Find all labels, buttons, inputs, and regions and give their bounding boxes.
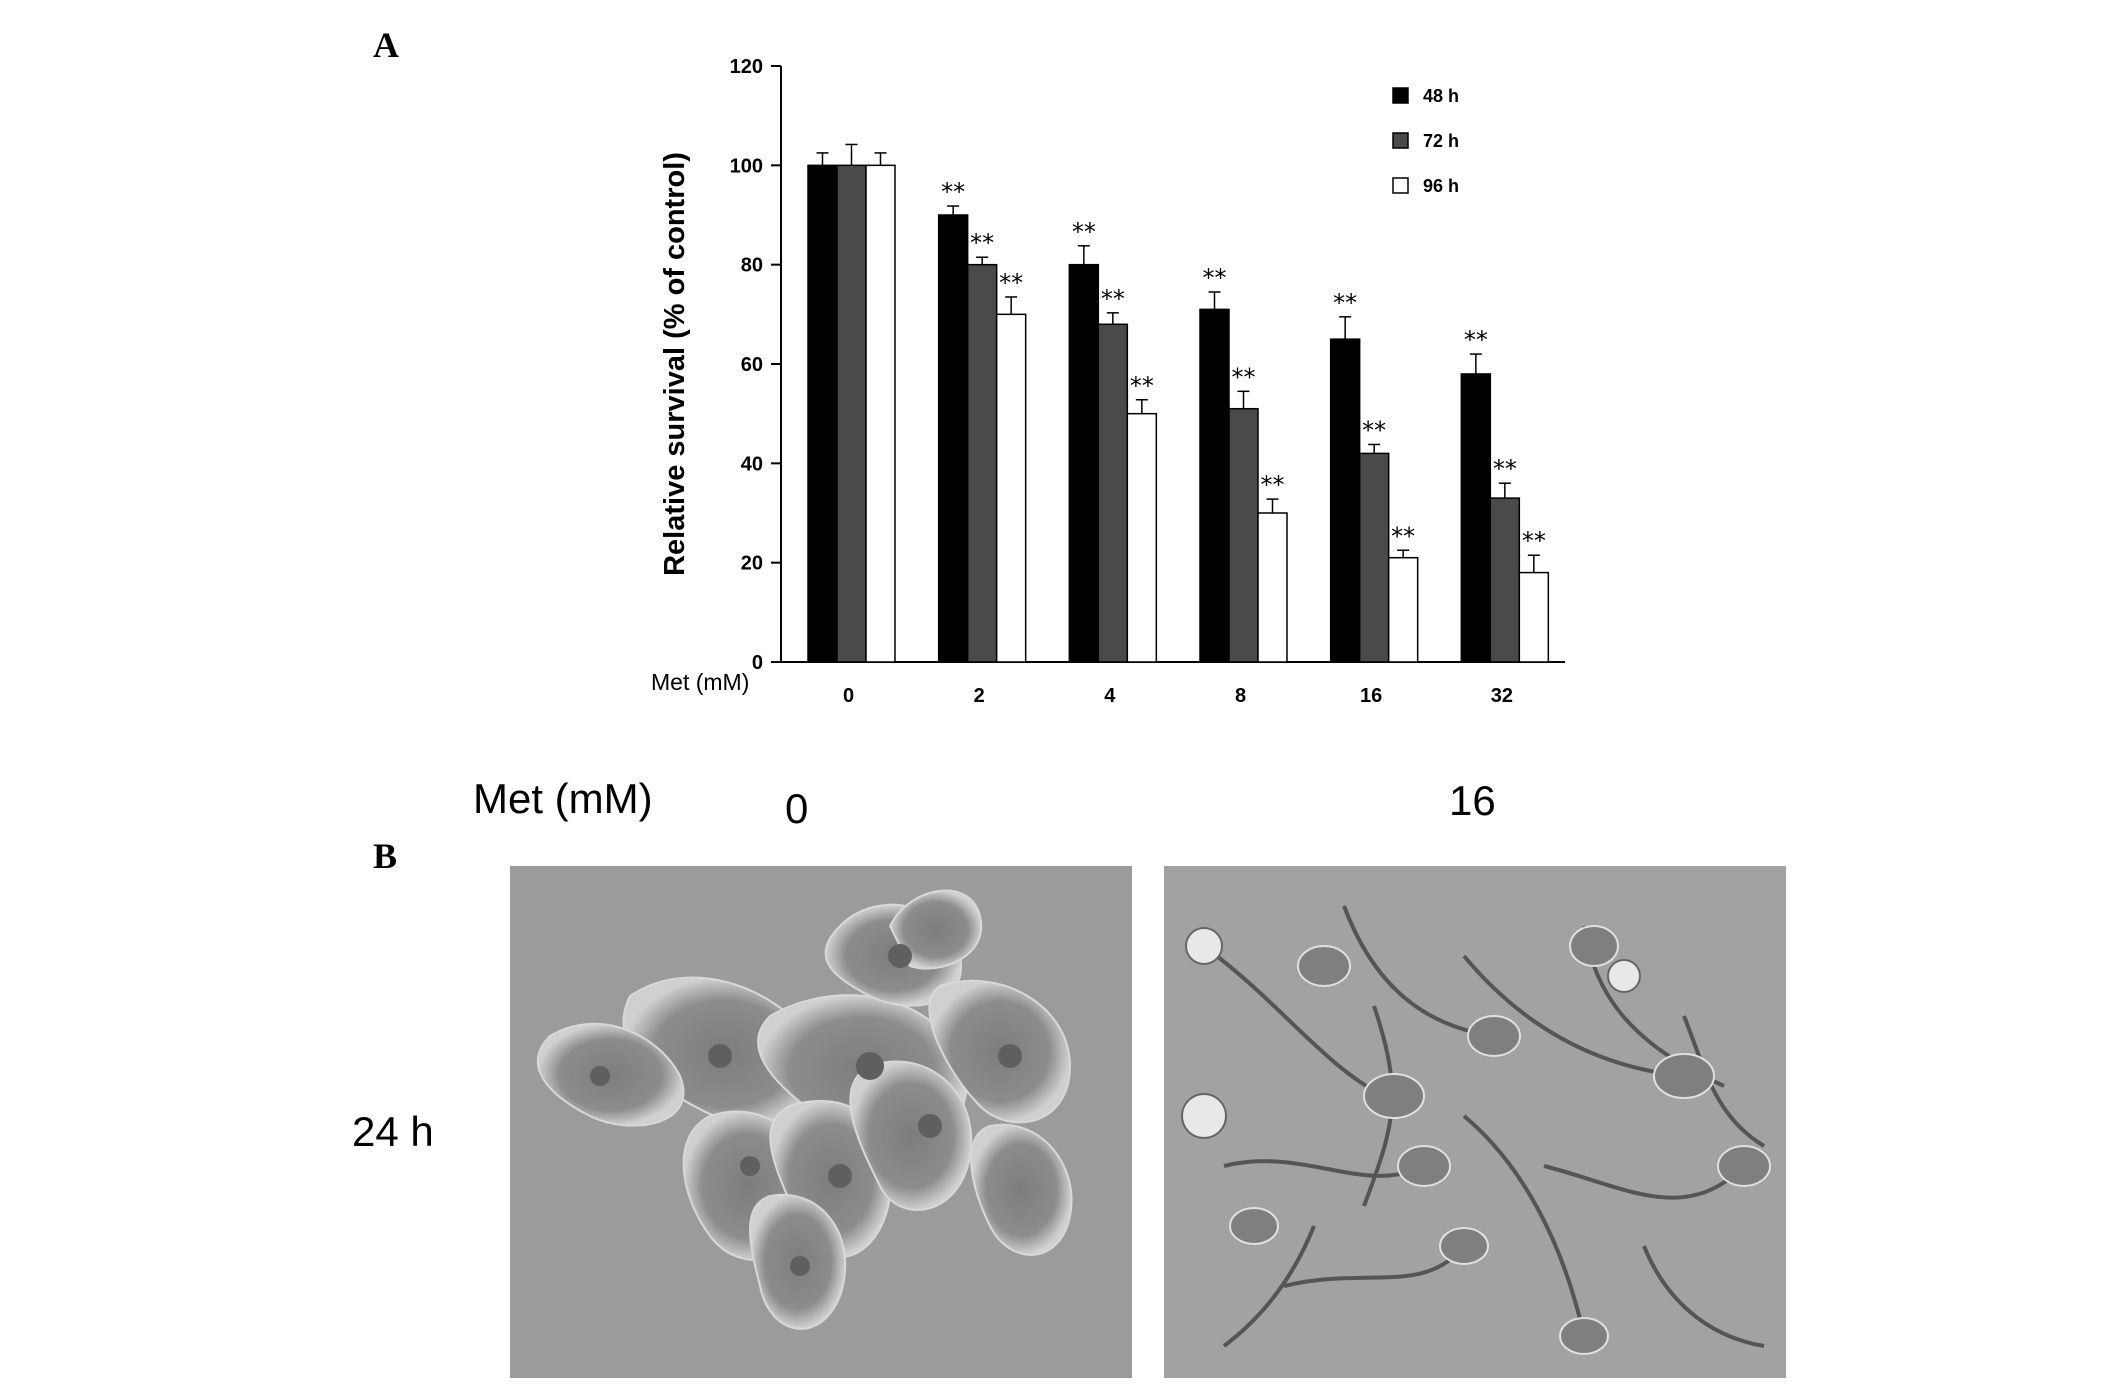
significance-label: ** — [999, 269, 1023, 297]
significance-label: ** — [1464, 326, 1488, 354]
row-label-24h: 24 h — [352, 1108, 434, 1155]
x-tick-label: 4 — [1104, 685, 1116, 707]
bar — [1489, 497, 1521, 663]
bar — [1126, 412, 1158, 663]
x-axis-label: Met (mM) — [651, 669, 749, 695]
panel-b-label: B — [373, 836, 398, 876]
microscopy-image-metformin — [1164, 866, 1786, 1378]
y-tick-label: 80 — [741, 255, 763, 277]
significance-label: ** — [1493, 455, 1517, 483]
bar — [1518, 571, 1550, 663]
significance-label: ** — [1391, 522, 1415, 550]
significance-label: ** — [1203, 264, 1227, 292]
panel-a-label: A — [373, 25, 399, 65]
y-axis-label: Relative survival (% of control) — [659, 152, 691, 576]
legend-swatch — [1392, 132, 1409, 149]
bar — [995, 313, 1027, 663]
legend-swatch — [1392, 87, 1409, 104]
legend-label: 72 h — [1423, 131, 1459, 151]
significance-label: ** — [970, 229, 994, 257]
bar — [1460, 373, 1492, 663]
legend-swatch — [1392, 177, 1409, 194]
significance-label: ** — [1232, 363, 1256, 391]
significance-label: ** — [1072, 218, 1096, 246]
significance-label: ** — [1362, 416, 1386, 444]
met-column-header: Met (mM) — [473, 775, 653, 822]
y-tick-label: 120 — [730, 56, 763, 78]
y-tick-label: 0 — [752, 652, 763, 674]
x-tick-label: 32 — [1491, 685, 1513, 707]
col-label-0: 0 — [785, 785, 809, 832]
bar — [1199, 308, 1230, 663]
significance-label: ** — [941, 178, 965, 206]
bar — [966, 263, 998, 663]
col-label-16: 16 — [1449, 777, 1496, 824]
bar — [1068, 263, 1100, 663]
x-tick-label: 16 — [1360, 685, 1382, 707]
significance-label: ** — [1333, 289, 1357, 317]
bar — [1358, 452, 1390, 663]
cell-micrograph-control-icon — [510, 866, 1132, 1378]
bar — [1257, 512, 1288, 663]
bar — [1387, 556, 1419, 663]
bar — [807, 164, 838, 663]
y-tick-label: 20 — [741, 553, 763, 575]
legend-label: 48 h — [1423, 86, 1459, 106]
cell-micrograph-metformin-icon — [1164, 866, 1786, 1378]
microscopy-image-control — [510, 866, 1132, 1378]
bar — [937, 214, 969, 663]
x-tick-label: 0 — [843, 685, 854, 707]
bar — [836, 164, 867, 663]
legend-label: 96 h — [1423, 176, 1459, 196]
y-tick-label: 60 — [741, 354, 763, 376]
y-tick-label: 40 — [741, 453, 763, 475]
significance-label: ** — [1522, 527, 1546, 555]
significance-label: ** — [1130, 372, 1154, 400]
bar — [1097, 323, 1129, 663]
bar — [1329, 338, 1361, 663]
bar — [1228, 407, 1259, 663]
significance-label: ** — [1261, 471, 1285, 499]
y-tick-label: 100 — [730, 155, 763, 177]
bar — [865, 164, 896, 663]
x-tick-label: 8 — [1235, 685, 1246, 707]
x-tick-label: 2 — [974, 685, 985, 707]
significance-label: ** — [1101, 285, 1125, 313]
